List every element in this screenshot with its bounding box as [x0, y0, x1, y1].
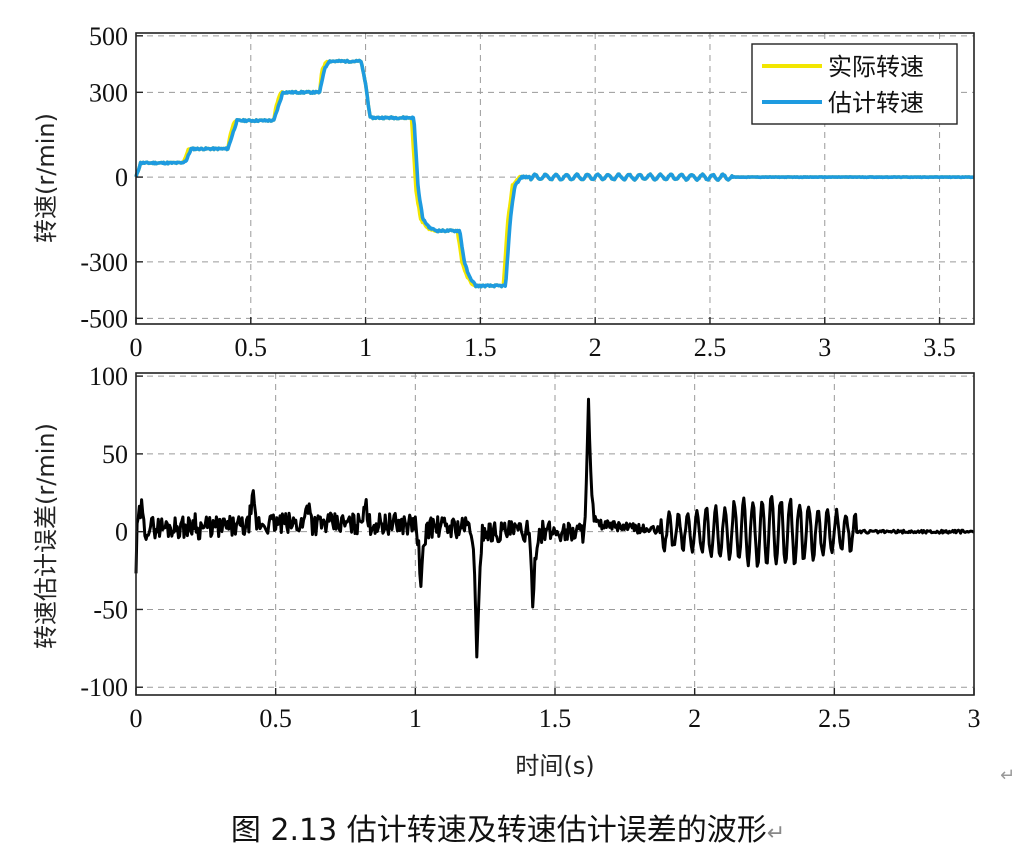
x-tick-label: 0.5: [235, 333, 268, 362]
x-tick-label: 0: [130, 333, 143, 362]
speed-chart-x-ticks: 0 0.5 1 1.5 2 2.5 3 3.5: [130, 317, 956, 362]
speed-chart-series: [134, 58, 975, 289]
x-tick-label: 1.5: [464, 333, 497, 362]
y-tick-label: 300: [89, 78, 128, 107]
x-tick-label: 3: [968, 704, 981, 733]
series-line-estimated-speed: [134, 58, 975, 289]
x-tick-label: 3: [818, 333, 831, 362]
x-tick-label: 0.5: [259, 704, 292, 733]
y-tick-label: 0: [115, 518, 128, 547]
x-tick-label: 0: [130, 704, 143, 733]
error-chart-x-axis-label: 时间(s): [515, 752, 594, 780]
x-tick-label: 2: [589, 333, 602, 362]
error-chart-y-axis-label: 转速估计误差(r/min): [32, 423, 60, 649]
y-tick-label: -50: [93, 595, 128, 624]
series-line-speed-error: [134, 397, 975, 659]
speed-chart-frame: [135, 32, 975, 325]
y-tick-label: 50: [102, 440, 128, 469]
x-tick-label: 1: [409, 704, 422, 733]
speed-chart: 500 300 0 -300 -500 0 0.5 1 1.5 2 2.5 3 3.5 转速(r/mi…: [32, 22, 975, 362]
y-tick-label: -100: [80, 673, 128, 702]
speed-chart-y-ticks: 500 300 0 -300 -500: [80, 22, 143, 333]
x-tick-label: 2.5: [818, 704, 851, 733]
x-tick-label: 2: [688, 704, 701, 733]
error-chart-series: [134, 397, 975, 659]
legend-label-actual-speed: 实际转速: [828, 53, 924, 81]
legend-box: [751, 43, 958, 125]
y-tick-label: 100: [89, 362, 128, 391]
error-chart-y-ticks: 100 50 0 -50 -100: [80, 362, 143, 702]
speed-chart-y-axis-label: 转速(r/min): [32, 113, 60, 243]
figure-caption: 图 2.13 估计转速及转速估计误差的波形↵: [0, 805, 1016, 849]
error-chart: 100 50 0 -50 -100 0 0.5 1 1.5 2 2.5 3 转速估计误差(r/min…: [32, 362, 981, 780]
caption-paragraph-mark: ↵: [766, 821, 786, 846]
x-tick-label: 2.5: [694, 333, 727, 362]
y-tick-label: -300: [80, 248, 128, 277]
x-tick-label: 3.5: [923, 333, 956, 362]
x-tick-label: 1: [359, 333, 372, 362]
x-tick-label: 1.5: [539, 704, 572, 733]
paragraph-mark: ↵: [1000, 765, 1016, 786]
speed-chart-legend: 实际转速 估计转速: [751, 43, 958, 125]
error-chart-x-ticks: 0 0.5 1 1.5 2 2.5 3: [130, 688, 981, 733]
y-tick-label: 500: [89, 22, 128, 51]
y-tick-label: -500: [80, 304, 128, 333]
y-tick-label: 0: [115, 163, 128, 192]
caption-text: 图 2.13 估计转速及转速估计误差的波形: [230, 813, 767, 848]
legend-label-estimated-speed: 估计转速: [828, 89, 924, 117]
